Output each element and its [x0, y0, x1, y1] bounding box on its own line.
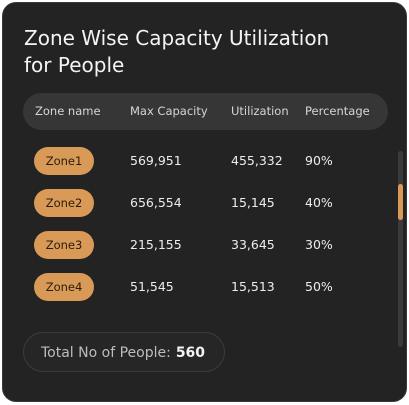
utilization-value: 15,513	[231, 279, 275, 294]
zone-badge[interactable]: Zone1	[34, 147, 94, 175]
table-row: Zone1 569,951 455,332 90%	[23, 147, 383, 175]
table-row: Zone3 215,155 33,645 30%	[23, 231, 383, 259]
max-capacity-value: 215,155	[130, 237, 182, 252]
percentage-value: 30%	[305, 237, 333, 252]
card-title: Zone Wise Capacity Utilization for Peopl…	[24, 26, 330, 77]
max-capacity-value: 656,554	[130, 195, 182, 210]
header-percentage: Percentage	[305, 104, 370, 118]
zone-capacity-card: Zone Wise Capacity Utilization for Peopl…	[2, 2, 407, 402]
header-zone-name: Zone name	[35, 104, 101, 118]
total-people-summary: Total No of People: 560	[23, 332, 225, 372]
utilization-value: 455,332	[231, 153, 283, 168]
header-utilization: Utilization	[231, 104, 289, 118]
total-people-value: 560	[175, 345, 206, 361]
percentage-value: 40%	[305, 195, 333, 210]
utilization-value: 15,145	[231, 195, 275, 210]
utilization-value: 33,645	[231, 237, 275, 252]
table-row: Zone4 51,545 15,513 50%	[23, 273, 383, 301]
table-row: Zone2 656,554 15,145 40%	[23, 189, 383, 217]
header-max-capacity: Max Capacity	[130, 104, 208, 118]
zone-badge[interactable]: Zone2	[34, 189, 94, 217]
percentage-value: 50%	[305, 279, 333, 294]
scrollbar-thumb[interactable]	[398, 184, 403, 220]
total-people-label: Total No of People:	[41, 345, 171, 361]
zone-badge[interactable]: Zone3	[34, 231, 94, 259]
vertical-scrollbar[interactable]	[398, 151, 403, 347]
table-body: Zone1 569,951 455,332 90% Zone2 656,554 …	[23, 143, 383, 313]
percentage-value: 90%	[305, 153, 333, 168]
table-header: Zone name Max Capacity Utilization Perce…	[23, 93, 388, 130]
zone-badge[interactable]: Zone4	[34, 273, 94, 301]
max-capacity-value: 569,951	[130, 153, 182, 168]
max-capacity-value: 51,545	[130, 279, 174, 294]
